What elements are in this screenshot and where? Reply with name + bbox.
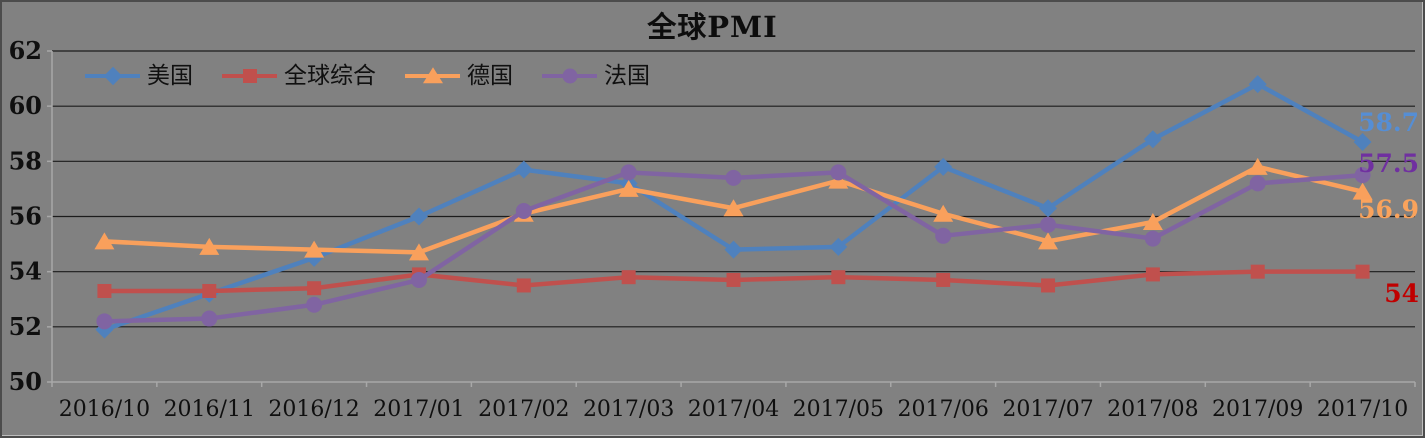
- legend-label-global: 全球综合: [284, 62, 376, 89]
- legend-line-france: [542, 68, 597, 84]
- x-tick-label: 2017/08: [1107, 397, 1198, 422]
- y-tick-label: 50: [9, 367, 42, 396]
- x-tick-label: 2017/01: [373, 397, 464, 422]
- data-point-global: [202, 283, 217, 298]
- data-point-us: [934, 157, 953, 176]
- x-tick-label: 2016/10: [59, 397, 150, 422]
- data-point-france: [830, 164, 847, 181]
- x-tick-label: 2016/12: [268, 397, 359, 422]
- data-point-us: [724, 240, 743, 259]
- data-point-us: [1248, 75, 1267, 94]
- legend-item-global: 全球综合: [222, 62, 376, 89]
- y-tick-label: 54: [9, 257, 42, 286]
- data-point-global: [831, 270, 846, 285]
- x-tick-label: 2017/06: [897, 397, 988, 422]
- legend-item-us: 美国: [85, 62, 193, 89]
- data-point-france: [201, 310, 218, 327]
- diamond-marker-icon: [103, 66, 122, 86]
- x-tick-label: 2016/11: [164, 397, 255, 422]
- data-point-us: [409, 207, 428, 226]
- data-point-global: [726, 272, 741, 287]
- end-label-global: 54: [1384, 279, 1419, 308]
- data-point-germany: [199, 237, 220, 255]
- data-point-france: [1249, 175, 1266, 192]
- x-tick-label: 2017/09: [1212, 397, 1303, 422]
- data-point-global: [936, 272, 951, 287]
- end-label-germany: 56.9: [1358, 195, 1419, 224]
- data-point-us: [514, 160, 533, 179]
- legend-line-us: [85, 66, 140, 86]
- end-label-france: 57.5: [1358, 149, 1419, 178]
- data-point-germany: [1142, 213, 1163, 231]
- data-point-france: [96, 313, 113, 330]
- data-point-germany: [1038, 232, 1059, 250]
- data-point-global: [1041, 278, 1056, 293]
- data-point-france: [410, 271, 427, 288]
- data-point-france: [1144, 230, 1161, 247]
- data-point-germany: [1352, 182, 1373, 200]
- data-point-global: [1250, 264, 1265, 279]
- data-point-us: [829, 237, 848, 256]
- legend-line-germany: [405, 67, 460, 84]
- data-point-global: [97, 283, 112, 298]
- legend-label-us: 美国: [147, 62, 193, 89]
- end-label-us: 58.7: [1358, 108, 1419, 137]
- data-point-us: [1143, 130, 1162, 149]
- square-marker-icon: [242, 69, 257, 83]
- data-point-france: [1040, 216, 1057, 233]
- data-point-germany: [1247, 157, 1268, 175]
- data-point-us: [1039, 199, 1058, 218]
- data-point-global: [621, 270, 636, 285]
- data-point-france: [935, 227, 952, 244]
- triangle-marker-icon: [422, 67, 443, 84]
- data-point-global: [1355, 264, 1370, 279]
- data-point-france: [306, 296, 323, 313]
- data-point-germany: [408, 243, 429, 261]
- data-point-germany: [618, 179, 639, 197]
- data-point-france: [620, 164, 637, 181]
- y-tick-label: 58: [9, 146, 42, 175]
- legend-label-france: 法国: [604, 62, 650, 89]
- chart-title: 全球PMI: [647, 10, 778, 44]
- data-point-france: [725, 169, 742, 186]
- data-point-global: [1145, 267, 1160, 282]
- legend-item-germany: 德国: [405, 62, 513, 89]
- data-point-germany: [723, 199, 744, 217]
- data-point-global: [516, 278, 531, 293]
- legend-label-germany: 德国: [467, 62, 513, 89]
- legend-item-france: 法国: [542, 62, 650, 89]
- x-tick-label: 2017/03: [583, 397, 674, 422]
- data-point-germany: [933, 204, 954, 222]
- x-tick-label: 2017/04: [688, 397, 779, 422]
- data-point-germany: [94, 232, 115, 250]
- data-point-global: [307, 281, 322, 296]
- x-tick-label: 2017/07: [1002, 397, 1093, 422]
- data-point-france: [1354, 167, 1371, 184]
- y-tick-label: 56: [9, 202, 42, 231]
- data-point-france: [515, 202, 532, 219]
- data-point-us: [1353, 133, 1372, 152]
- data-point-germany: [304, 240, 325, 258]
- y-tick-label: 62: [9, 36, 42, 65]
- y-tick-label: 60: [9, 91, 42, 120]
- x-tick-label: 2017/05: [793, 397, 884, 422]
- circle-marker-icon: [562, 68, 577, 84]
- legend-line-global: [222, 69, 277, 83]
- y-tick-label: 52: [9, 312, 42, 341]
- x-tick-label: 2017/02: [478, 397, 569, 422]
- legend: 美国 全球综合 德国 法国: [85, 61, 650, 91]
- x-tick-label: 2017/10: [1317, 397, 1408, 422]
